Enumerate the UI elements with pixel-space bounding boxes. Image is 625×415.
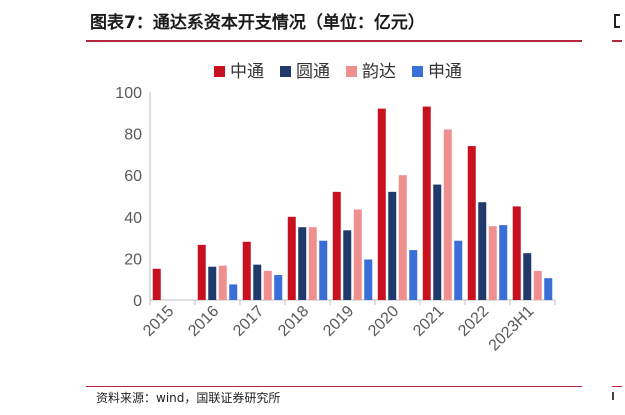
bar-4	[409, 250, 418, 300]
bar-1	[332, 191, 341, 300]
bar-1	[377, 108, 386, 300]
legend-swatch-2	[280, 66, 291, 77]
bar-1	[422, 106, 431, 300]
bar-3	[533, 270, 542, 300]
adjacent-rule-top	[612, 40, 622, 42]
bar-1	[197, 244, 206, 300]
adjacent-figure-edge	[614, 14, 620, 28]
bar-2	[343, 230, 352, 300]
bar-4	[274, 275, 283, 300]
legend-swatch-3	[346, 66, 357, 77]
bar-3	[218, 265, 227, 300]
x-tick-label: 2018	[275, 303, 312, 340]
bar-3	[353, 209, 362, 300]
legend-swatch-1	[214, 66, 225, 77]
legend-label-1: 中通	[230, 62, 264, 82]
y-tick-label: 40	[124, 210, 142, 227]
bar-2	[433, 184, 442, 300]
x-tick-label: 2019	[320, 303, 357, 340]
x-tick-label: 2021	[410, 303, 447, 340]
bar-3	[398, 175, 407, 300]
x-tick-label: 2023H1	[486, 303, 538, 355]
bar-4	[319, 240, 328, 300]
y-tick-label: 100	[115, 85, 142, 102]
bar-2	[523, 253, 532, 300]
bar-4	[229, 284, 238, 300]
bar-4	[364, 259, 373, 300]
legend-label-3: 韵达	[362, 62, 396, 82]
bar-2	[208, 266, 217, 300]
bar-2	[388, 191, 397, 300]
x-tick-label: 2015	[140, 303, 177, 340]
footer-rule	[86, 386, 582, 387]
y-tick-label: 60	[124, 168, 142, 185]
bar-4	[544, 278, 553, 300]
bar-1	[512, 206, 521, 300]
bar-2	[298, 227, 307, 300]
x-tick-label: 2022	[455, 303, 492, 340]
bar-1	[152, 268, 161, 300]
bar-3	[488, 226, 497, 300]
bar-2	[253, 264, 262, 300]
bar-3	[443, 129, 452, 300]
y-tick-label: 0	[133, 293, 142, 310]
bar-4	[499, 225, 508, 300]
bar-4	[454, 240, 463, 300]
figure-title: 图表7：通达系资本开支情况（单位：亿元）	[90, 13, 425, 33]
bar-3	[263, 270, 272, 300]
legend-label-4: 申通	[428, 62, 462, 82]
x-tick-label: 2017	[230, 303, 267, 340]
y-tick-label: 80	[124, 127, 142, 144]
x-tick-label: 2016	[185, 303, 222, 340]
bar-1	[287, 216, 296, 300]
bar-1	[242, 241, 251, 300]
title-rule	[86, 40, 582, 42]
x-tick-label: 2020	[365, 303, 402, 340]
bar-2	[478, 202, 487, 300]
legend-label-2: 圆通	[296, 62, 330, 82]
bar-1	[467, 146, 476, 300]
source-note: 资料来源：wind，国联证券研究所	[96, 391, 281, 405]
bar-3	[308, 227, 317, 300]
y-tick-label: 20	[124, 251, 142, 268]
legend-swatch-4	[412, 66, 423, 77]
adjacent-rule-bottom	[612, 386, 622, 387]
adjacent-source-edge	[612, 392, 622, 400]
